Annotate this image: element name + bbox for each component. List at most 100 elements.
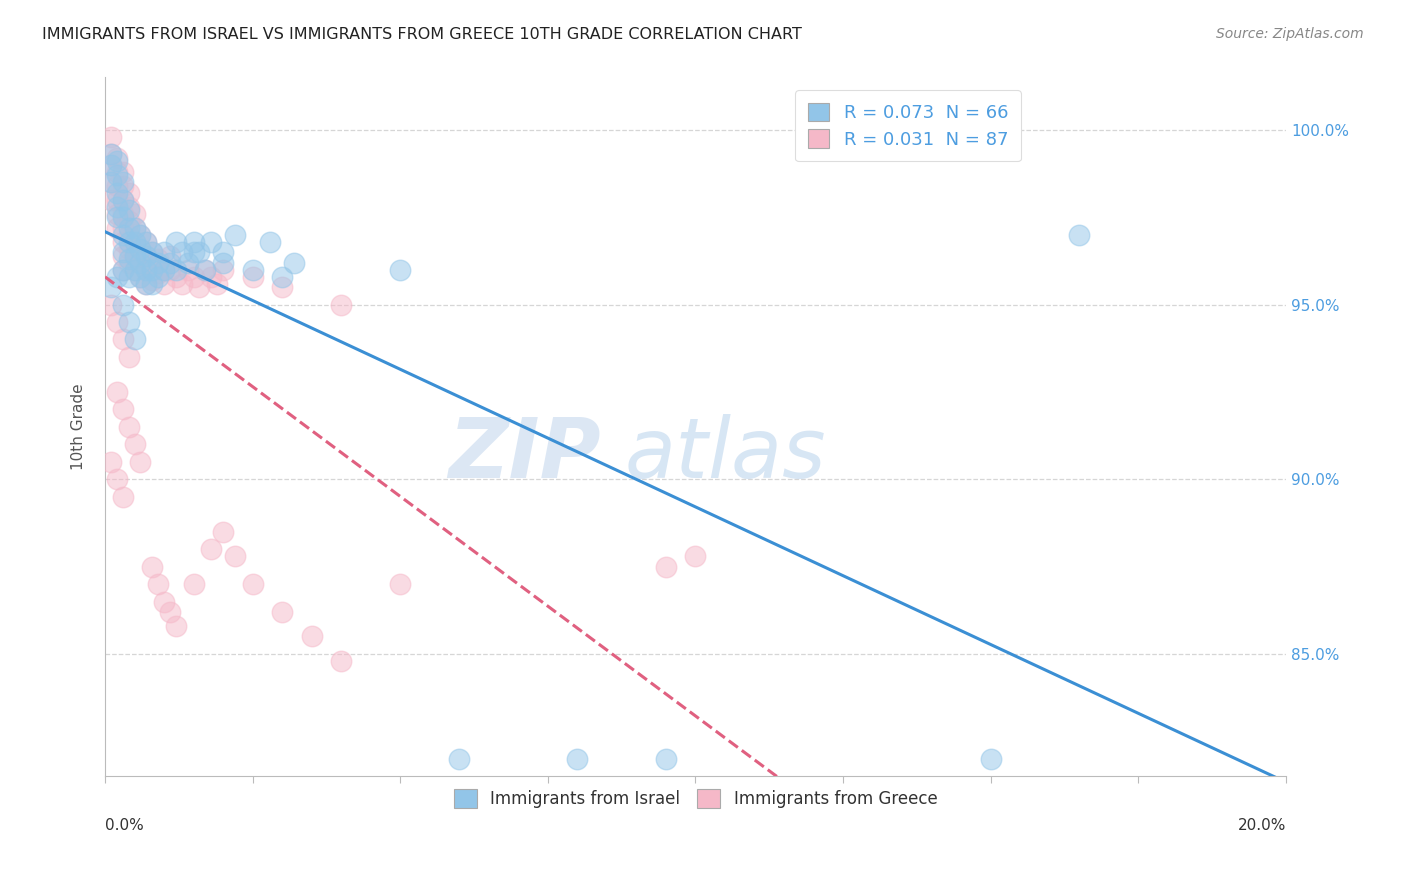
Point xyxy=(111,297,134,311)
Point xyxy=(389,262,412,277)
Point xyxy=(146,269,169,284)
Point xyxy=(655,559,678,574)
Point xyxy=(117,227,139,242)
Point xyxy=(153,262,176,277)
Point xyxy=(153,245,176,260)
Point xyxy=(129,255,152,269)
Point xyxy=(100,297,122,311)
Point xyxy=(100,147,122,161)
Point xyxy=(111,262,134,277)
Point xyxy=(170,245,193,260)
Point xyxy=(194,262,217,277)
Point xyxy=(105,154,128,169)
Legend: Immigrants from Israel, Immigrants from Greece: Immigrants from Israel, Immigrants from … xyxy=(446,780,946,817)
Point xyxy=(389,577,412,591)
Point xyxy=(141,245,163,260)
Point xyxy=(685,549,707,563)
Point xyxy=(100,175,122,189)
Point xyxy=(1069,227,1091,242)
Point xyxy=(124,207,146,221)
Point xyxy=(100,280,122,294)
Point xyxy=(283,255,305,269)
Point xyxy=(117,235,139,249)
Point xyxy=(111,207,134,221)
Point xyxy=(117,350,139,364)
Point xyxy=(141,245,163,260)
Point xyxy=(124,220,146,235)
Y-axis label: 10th Grade: 10th Grade xyxy=(72,384,86,470)
Point xyxy=(105,186,128,200)
Point xyxy=(212,255,235,269)
Point xyxy=(567,752,589,766)
Point xyxy=(183,269,205,284)
Point xyxy=(135,249,157,263)
Point xyxy=(153,262,176,277)
Point xyxy=(135,235,157,249)
Point xyxy=(135,249,157,263)
Point xyxy=(146,252,169,266)
Point xyxy=(124,235,146,249)
Point xyxy=(200,269,222,284)
Text: Source: ZipAtlas.com: Source: ZipAtlas.com xyxy=(1216,27,1364,41)
Point xyxy=(271,605,294,619)
Point xyxy=(111,402,134,417)
Point xyxy=(135,235,157,249)
Point xyxy=(117,315,139,329)
Point xyxy=(100,158,122,172)
Point xyxy=(188,245,211,260)
Point xyxy=(111,210,134,224)
Point xyxy=(330,654,353,668)
Point xyxy=(153,277,176,291)
Point xyxy=(117,220,139,235)
Point xyxy=(146,255,169,269)
Point xyxy=(124,220,146,235)
Point xyxy=(105,210,128,224)
Text: 20.0%: 20.0% xyxy=(1237,818,1286,833)
Point xyxy=(135,277,157,291)
Point xyxy=(200,542,222,557)
Point xyxy=(141,262,163,277)
Point xyxy=(111,165,134,179)
Point xyxy=(100,193,122,207)
Point xyxy=(117,242,139,256)
Point xyxy=(117,200,139,214)
Point xyxy=(242,269,264,284)
Point xyxy=(183,235,205,249)
Point xyxy=(117,203,139,218)
Text: 0.0%: 0.0% xyxy=(105,818,143,833)
Point xyxy=(129,269,152,284)
Point xyxy=(124,262,146,277)
Point xyxy=(330,297,353,311)
Point xyxy=(141,273,163,287)
Point xyxy=(194,262,217,277)
Point xyxy=(117,252,139,266)
Point xyxy=(146,266,169,280)
Point xyxy=(129,227,152,242)
Point xyxy=(129,242,152,256)
Point xyxy=(111,235,134,249)
Point xyxy=(165,235,187,249)
Point xyxy=(224,227,246,242)
Point xyxy=(242,577,264,591)
Point xyxy=(111,178,134,193)
Point xyxy=(100,129,122,144)
Point xyxy=(124,235,146,249)
Point xyxy=(100,147,122,161)
Point xyxy=(105,384,128,399)
Point xyxy=(117,255,139,269)
Point xyxy=(100,175,122,189)
Point xyxy=(212,262,235,277)
Point xyxy=(100,455,122,469)
Point xyxy=(111,193,134,207)
Point xyxy=(205,277,228,291)
Point xyxy=(105,200,128,214)
Point xyxy=(449,752,471,766)
Point xyxy=(129,242,152,256)
Point xyxy=(124,249,146,263)
Point xyxy=(111,262,134,277)
Point xyxy=(165,269,187,284)
Point xyxy=(135,262,157,277)
Point xyxy=(105,269,128,284)
Point xyxy=(105,193,128,207)
Point xyxy=(141,277,163,291)
